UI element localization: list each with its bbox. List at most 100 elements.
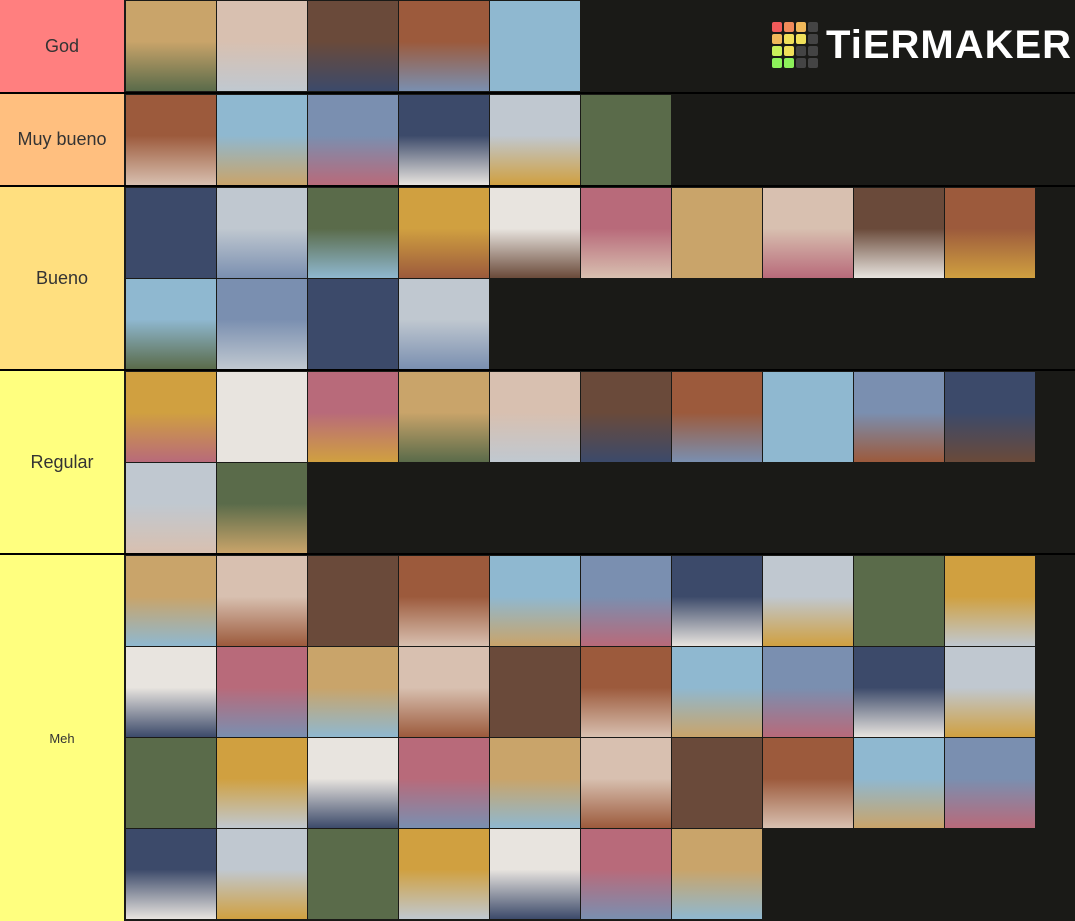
tier-label: God: [0, 0, 124, 92]
character-image[interactable]: [854, 372, 944, 462]
character-image[interactable]: [854, 647, 944, 737]
character-image[interactable]: [126, 188, 216, 278]
logo-cell: [808, 58, 818, 68]
character-image[interactable]: [945, 188, 1035, 278]
logo-cell: [796, 34, 806, 44]
logo-cell: [796, 22, 806, 32]
character-image[interactable]: [308, 1, 398, 91]
character-image[interactable]: [945, 372, 1035, 462]
character-image[interactable]: [126, 1, 216, 91]
character-image[interactable]: [217, 738, 307, 828]
character-image[interactable]: [581, 738, 671, 828]
character-image[interactable]: [763, 556, 853, 646]
character-image[interactable]: [581, 95, 671, 185]
character-image[interactable]: [854, 738, 944, 828]
logo-cell: [772, 46, 782, 56]
character-image[interactable]: [490, 372, 580, 462]
character-image[interactable]: [763, 647, 853, 737]
character-image[interactable]: [763, 188, 853, 278]
character-image[interactable]: [217, 463, 307, 553]
character-image[interactable]: [126, 647, 216, 737]
logo: TiERMAKER: [772, 20, 1072, 70]
logo-cell: [784, 22, 794, 32]
character-image[interactable]: [581, 556, 671, 646]
tier-row: Bueno: [0, 187, 1075, 369]
character-image[interactable]: [126, 372, 216, 462]
character-image[interactable]: [308, 738, 398, 828]
character-image[interactable]: [308, 279, 398, 369]
character-image[interactable]: [308, 95, 398, 185]
character-image[interactable]: [945, 647, 1035, 737]
character-image[interactable]: [217, 95, 307, 185]
character-image[interactable]: [217, 1, 307, 91]
character-image[interactable]: [126, 556, 216, 646]
logo-cell: [808, 46, 818, 56]
logo-cell: [796, 46, 806, 56]
character-image[interactable]: [399, 829, 489, 919]
character-image[interactable]: [126, 829, 216, 919]
logo-cell: [808, 34, 818, 44]
character-image[interactable]: [308, 372, 398, 462]
character-image[interactable]: [217, 372, 307, 462]
logo-cell: [808, 22, 818, 32]
logo-text: TiERMAKER: [826, 22, 1073, 67]
character-image[interactable]: [308, 829, 398, 919]
character-image[interactable]: [763, 738, 853, 828]
logo-cell: [796, 58, 806, 68]
logo-cell: [784, 34, 794, 44]
character-image[interactable]: [308, 556, 398, 646]
character-image[interactable]: [581, 372, 671, 462]
character-image[interactable]: [399, 1, 489, 91]
logo-cell: [772, 58, 782, 68]
character-image[interactable]: [490, 829, 580, 919]
character-image[interactable]: [672, 738, 762, 828]
character-image[interactable]: [217, 279, 307, 369]
character-image[interactable]: [399, 372, 489, 462]
character-image[interactable]: [217, 556, 307, 646]
character-image[interactable]: [672, 188, 762, 278]
character-image[interactable]: [490, 1, 580, 91]
character-image[interactable]: [399, 95, 489, 185]
character-image[interactable]: [854, 188, 944, 278]
character-image[interactable]: [490, 188, 580, 278]
character-image[interactable]: [217, 647, 307, 737]
tier-label: Regular: [0, 371, 124, 553]
tier-row: Muy bueno: [0, 94, 1075, 185]
tier-row: Meh: [0, 555, 1075, 921]
character-image[interactable]: [854, 556, 944, 646]
character-image[interactable]: [308, 188, 398, 278]
character-image[interactable]: [581, 188, 671, 278]
character-image[interactable]: [672, 647, 762, 737]
character-image[interactable]: [490, 556, 580, 646]
character-image[interactable]: [217, 829, 307, 919]
character-image[interactable]: [126, 463, 216, 553]
character-image[interactable]: [581, 829, 671, 919]
character-image[interactable]: [399, 647, 489, 737]
character-image[interactable]: [581, 647, 671, 737]
character-image[interactable]: [399, 188, 489, 278]
tier-label: Meh: [0, 555, 124, 921]
character-image[interactable]: [490, 95, 580, 185]
character-image[interactable]: [399, 556, 489, 646]
tier-row: Regular: [0, 371, 1075, 553]
character-image[interactable]: [217, 188, 307, 278]
logo-grid: [772, 22, 818, 68]
logo-cell: [784, 46, 794, 56]
character-image[interactable]: [945, 738, 1035, 828]
character-image[interactable]: [672, 829, 762, 919]
character-image[interactable]: [672, 372, 762, 462]
tier-row: God: [0, 0, 1075, 92]
character-image[interactable]: [399, 279, 489, 369]
character-image[interactable]: [490, 738, 580, 828]
character-image[interactable]: [945, 556, 1035, 646]
character-image[interactable]: [126, 95, 216, 185]
character-image[interactable]: [490, 647, 580, 737]
character-image[interactable]: [399, 738, 489, 828]
character-image[interactable]: [126, 279, 216, 369]
character-image[interactable]: [763, 372, 853, 462]
character-image[interactable]: [308, 647, 398, 737]
character-image[interactable]: [672, 556, 762, 646]
character-image[interactable]: [126, 738, 216, 828]
tier-label: Muy bueno: [0, 94, 124, 185]
